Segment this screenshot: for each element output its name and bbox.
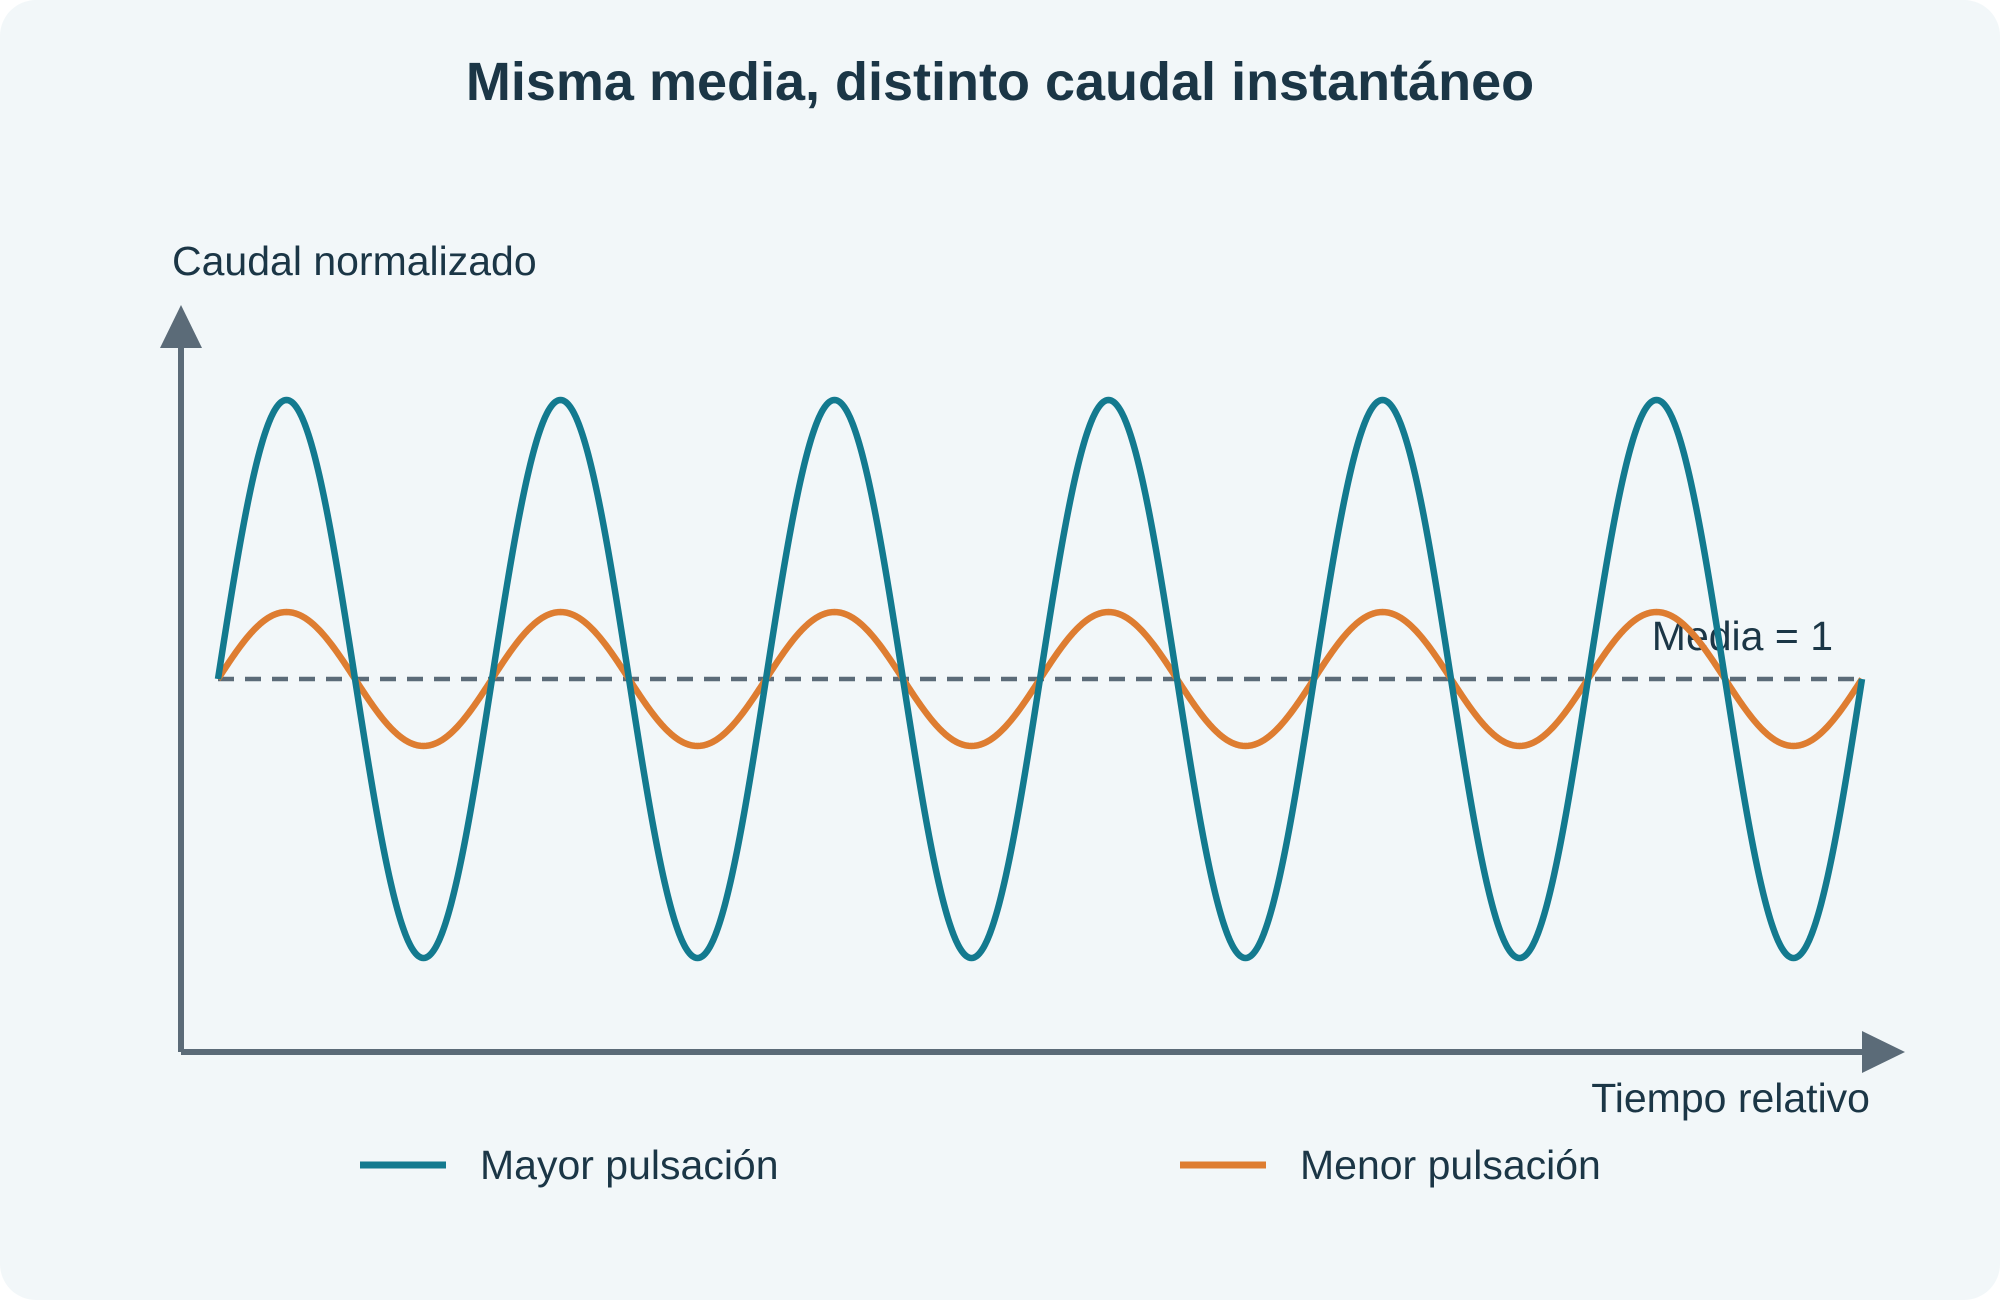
chart-title: Misma media, distinto caudal instantáneo [466,52,1534,112]
x-axis-label: Tiempo relativo [1591,1075,1870,1121]
x-axis-arrow [1862,1031,1905,1073]
legend: Mayor pulsación Menor pulsación [360,1142,1601,1188]
legend-label-menor-pulsacion: Menor pulsación [1300,1142,1601,1188]
legend-label-mayor-pulsacion: Mayor pulsación [480,1142,779,1188]
series-line-mayor-pulsacion [214,396,1866,962]
y-axis-label: Caudal normalizado [172,238,537,284]
y-axis-arrow [160,305,202,348]
series-layer [214,396,1866,962]
